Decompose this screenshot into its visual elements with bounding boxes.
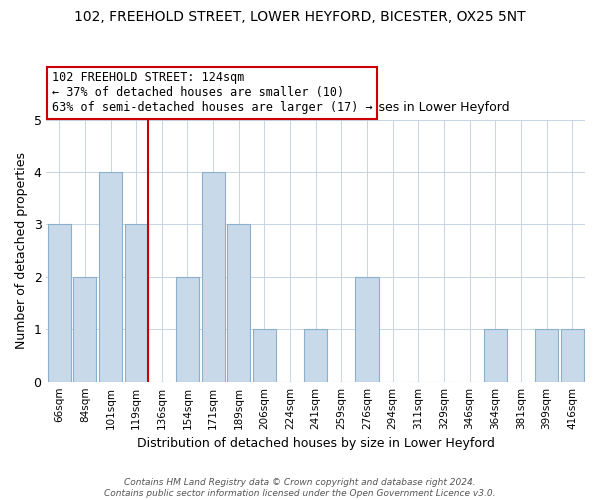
- Text: 102 FREEHOLD STREET: 124sqm
← 37% of detached houses are smaller (10)
63% of sem: 102 FREEHOLD STREET: 124sqm ← 37% of det…: [52, 72, 373, 114]
- Text: Contains HM Land Registry data © Crown copyright and database right 2024.
Contai: Contains HM Land Registry data © Crown c…: [104, 478, 496, 498]
- Text: 102, FREEHOLD STREET, LOWER HEYFORD, BICESTER, OX25 5NT: 102, FREEHOLD STREET, LOWER HEYFORD, BIC…: [74, 10, 526, 24]
- Bar: [47, 224, 71, 382]
- Bar: [176, 277, 199, 382]
- Bar: [202, 172, 224, 382]
- Title: Size of property relative to detached houses in Lower Heyford: Size of property relative to detached ho…: [121, 102, 510, 114]
- Y-axis label: Number of detached properties: Number of detached properties: [15, 152, 28, 349]
- Bar: [355, 277, 379, 382]
- Bar: [73, 277, 97, 382]
- X-axis label: Distribution of detached houses by size in Lower Heyford: Distribution of detached houses by size …: [137, 437, 494, 450]
- Bar: [99, 172, 122, 382]
- Bar: [304, 330, 327, 382]
- Bar: [125, 224, 148, 382]
- Bar: [535, 330, 558, 382]
- Bar: [253, 330, 276, 382]
- Bar: [560, 330, 584, 382]
- Bar: [227, 224, 250, 382]
- Bar: [484, 330, 507, 382]
